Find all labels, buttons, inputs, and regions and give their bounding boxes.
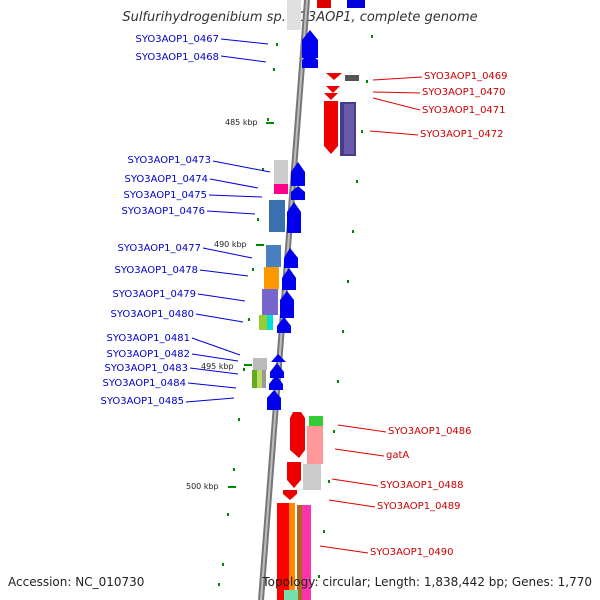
genome-info-text: Topology: circular; Length: 1,838,442 bp… <box>262 575 592 589</box>
gene-0486-function <box>309 416 323 426</box>
tick-label-490: 490 kbp <box>214 240 247 249</box>
tick-label-485: 485 kbp <box>225 118 258 127</box>
gene-label-0482: SYO3AOP1_0482 <box>106 349 190 360</box>
gene-label-0468: SYO3AOP1_0468 <box>135 52 219 63</box>
gene-gatA <box>287 462 301 488</box>
gene-0470 <box>326 86 340 93</box>
gene-0478 <box>282 268 296 290</box>
gene-0476 <box>287 202 301 233</box>
gene-0480 <box>277 317 291 333</box>
gene-label-0471: SYO3AOP1_0471 <box>422 105 506 116</box>
gene-0486 <box>290 412 305 458</box>
gene-label-0490: SYO3AOP1_0490 <box>370 547 454 558</box>
outer-guide-dots <box>218 35 373 586</box>
gene-label-0472: SYO3AOP1_0472 <box>420 129 504 140</box>
gene-0473-function <box>274 160 288 184</box>
gene-0477 <box>284 248 298 268</box>
left-gene-labels: SYO3AOP1_0467 SYO3AOP1_0468 SYO3AOP1_047… <box>100 34 219 407</box>
gene-label-0469: SYO3AOP1_0469 <box>424 71 508 82</box>
gene-0477-function <box>266 245 281 267</box>
gene-label-0473: SYO3AOP1_0473 <box>127 155 211 166</box>
gene-label-0467: SYO3AOP1_0467 <box>135 34 219 45</box>
tick-label-495: 495 kbp <box>201 362 234 371</box>
gene-label-0485: SYO3AOP1_0485 <box>100 396 184 407</box>
gene-0484 <box>269 375 283 390</box>
gene-block-top-gray <box>287 0 301 30</box>
gene-label-0470: SYO3AOP1_0470 <box>422 87 506 98</box>
gene-0471 <box>324 101 338 154</box>
kbp-ticks <box>228 122 274 488</box>
gene-0474 <box>291 162 305 186</box>
gene-label-0476: SYO3AOP1_0476 <box>121 206 205 217</box>
gene-block-top <box>347 0 365 8</box>
gene-0475 <box>291 186 305 200</box>
gene-label-0479: SYO3AOP1_0479 <box>112 289 196 300</box>
gene-label-0475: SYO3AOP1_0475 <box>123 190 207 201</box>
gene-0485 <box>267 390 281 410</box>
gene-label-0477: SYO3AOP1_0477 <box>117 243 201 254</box>
gene-0468 <box>302 54 318 68</box>
forward-strand-genes <box>277 73 359 600</box>
gene-0488 <box>283 490 297 500</box>
gene-label-0488: SYO3AOP1_0488 <box>380 480 464 491</box>
gene-label-0489: SYO3AOP1_0489 <box>377 501 461 512</box>
gene-label-0480: SYO3AOP1_0480 <box>110 309 194 320</box>
reverse-strand-genes <box>252 30 318 410</box>
gene-label-0481: SYO3AOP1_0481 <box>106 333 190 344</box>
left-leader-lines <box>185 38 271 403</box>
gene-0476-function <box>269 200 285 232</box>
gene-label-0484: SYO3AOP1_0484 <box>102 378 186 389</box>
right-gene-labels: SYO3AOP1_0469 SYO3AOP1_0470 SYO3AOP1_047… <box>370 71 508 558</box>
gene-0469 <box>326 73 342 80</box>
gene-label-0483: SYO3AOP1_0483 <box>104 363 188 374</box>
accession-text: Accession: NC_010730 <box>8 575 145 589</box>
right-leader-lines <box>319 76 423 554</box>
gene-0481-function <box>253 358 267 370</box>
gene-0483 <box>270 363 284 378</box>
gene-label-0478: SYO3AOP1_0478 <box>114 265 198 276</box>
gene-label-gatA: gatA <box>386 450 409 461</box>
gene-label-0486: SYO3AOP1_0486 <box>388 426 472 437</box>
gene-0479 <box>280 291 294 318</box>
tick-label-500: 500 kbp <box>186 482 219 491</box>
gene-0467 <box>302 30 318 58</box>
gene-label-0474: SYO3AOP1_0474 <box>124 174 208 185</box>
